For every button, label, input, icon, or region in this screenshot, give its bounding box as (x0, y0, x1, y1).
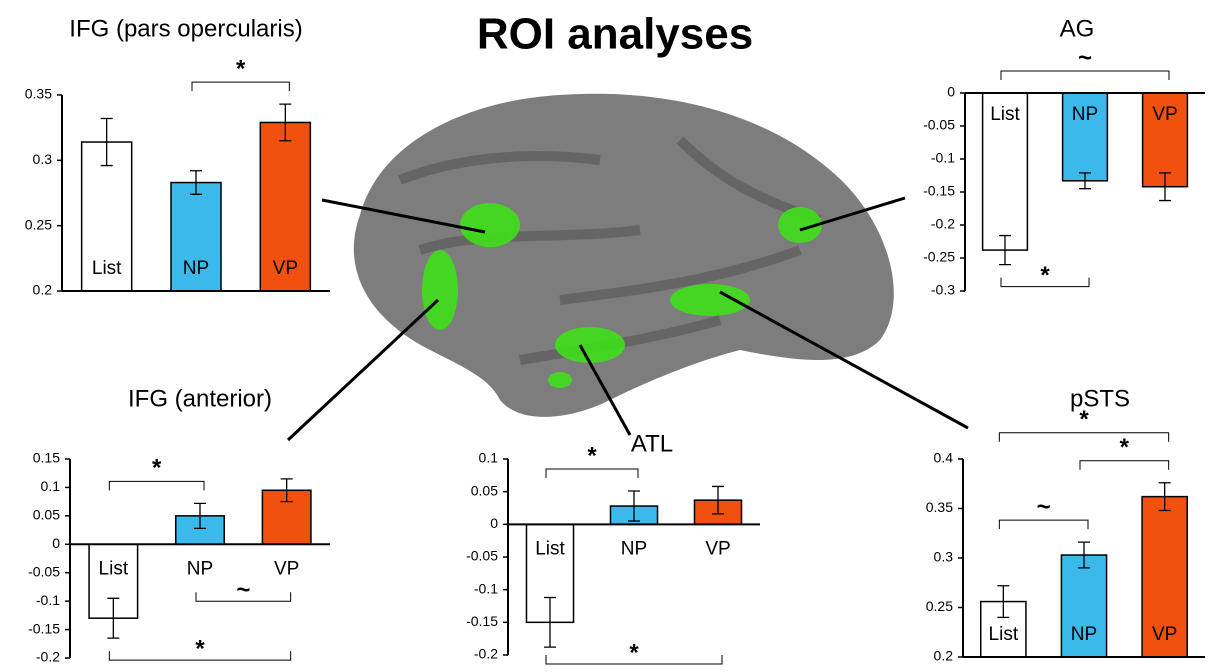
y-tick-label: 0.2 (33, 282, 53, 298)
y-tick-label: 0 (490, 515, 498, 531)
significance-bracket (999, 433, 1168, 442)
category-label: NP (621, 538, 647, 559)
category-label: List (990, 104, 1020, 125)
y-tick-label: -0.05 (28, 563, 60, 579)
category-label: VP (1152, 624, 1177, 645)
significance-bracket (192, 82, 289, 91)
y-tick-label: 0 (52, 535, 60, 551)
y-tick-label: 0.25 (926, 598, 953, 614)
y-tick-label: -0.2 (931, 216, 955, 232)
significance-label: ~ (1037, 494, 1051, 521)
y-tick-label: 0.3 (934, 549, 954, 565)
y-tick-label: -0.05 (466, 548, 498, 564)
y-tick-label: 0.05 (33, 507, 60, 523)
significance-label: * (152, 455, 162, 482)
category-label: List (989, 624, 1019, 645)
y-tick-label: -0.05 (923, 117, 955, 133)
figure: ROI analyses IFG (pars opercularis) 0.2 0.… (0, 0, 1223, 672)
y-tick-label: 0.15 (33, 450, 60, 466)
y-tick-label: -0.1 (931, 150, 955, 166)
figure-title: ROI analyses (477, 10, 753, 59)
category-label: List (99, 558, 129, 579)
y-tick-label: 0.4 (934, 450, 954, 466)
significance-bracket (109, 481, 204, 490)
significance-label: * (1079, 406, 1089, 433)
brain-image (354, 94, 894, 417)
y-tick-label: -0.1 (36, 592, 60, 608)
category-label: NP (1071, 624, 1097, 645)
significance-label: * (1040, 262, 1050, 289)
y-tick-label: 0.25 (25, 216, 52, 232)
significance-label: * (236, 55, 246, 82)
category-label: List (535, 538, 565, 559)
y-tick-label: -0.25 (923, 249, 955, 265)
y-tick-label: -0.1 (474, 580, 498, 596)
category-label: NP (187, 558, 213, 579)
category-label: NP (1072, 104, 1098, 125)
chart-title: IFG (anterior) (128, 385, 272, 412)
significance-label: ~ (1078, 44, 1092, 71)
category-label: List (92, 258, 122, 279)
significance-bracket (999, 520, 1088, 529)
chart-title: ATL (631, 430, 673, 457)
y-tick-label: 0.35 (25, 86, 52, 102)
significance-bracket (546, 469, 638, 478)
y-tick-label: 0.35 (926, 499, 953, 515)
y-tick-label: 0.3 (33, 151, 53, 167)
significance-label: * (629, 639, 639, 666)
significance-label: * (195, 635, 205, 662)
y-tick-label: -0.15 (28, 620, 60, 636)
category-label: VP (274, 558, 299, 579)
significance-bracket (1001, 71, 1169, 80)
category-label: NP (183, 258, 209, 279)
significance-label: * (1120, 434, 1130, 461)
category-label: VP (705, 538, 730, 559)
y-tick-label: 0.1 (479, 450, 499, 466)
y-tick-label: 0.05 (471, 482, 498, 498)
significance-label: * (587, 442, 597, 469)
y-tick-label: 0.1 (41, 478, 61, 494)
y-tick-label: -0.2 (474, 646, 498, 662)
significance-label: ~ (236, 577, 250, 604)
y-tick-label: -0.3 (931, 282, 955, 298)
y-tick-label: 0 (947, 84, 955, 100)
y-tick-label: -0.15 (923, 183, 955, 199)
chart-title: IFG (pars opercularis) (69, 15, 302, 42)
y-tick-label: 0.2 (934, 648, 954, 664)
y-tick-label: -0.2 (36, 649, 60, 665)
significance-bracket (1080, 461, 1169, 470)
category-label: VP (1152, 104, 1177, 125)
category-label: VP (273, 258, 298, 279)
y-tick-label: -0.15 (466, 613, 498, 629)
chart-title: AG (1060, 15, 1095, 42)
